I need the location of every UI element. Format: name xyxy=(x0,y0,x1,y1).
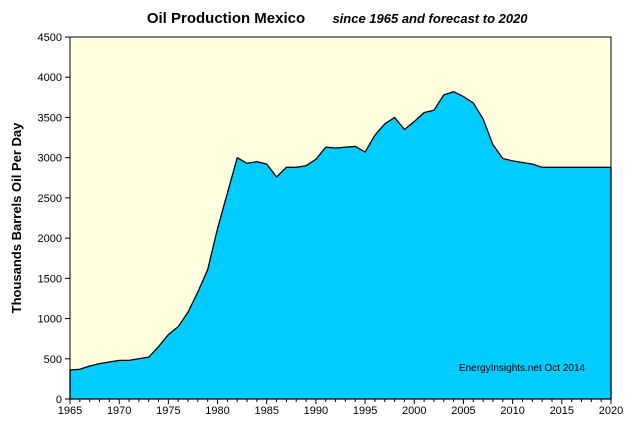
x-tick-label: 2005 xyxy=(451,405,475,417)
x-tick-label: 1965 xyxy=(58,405,82,417)
x-tick-label: 2015 xyxy=(550,405,574,417)
x-tick-label: 1970 xyxy=(107,405,131,417)
plot-frame xyxy=(69,36,612,400)
chart-title: Oil Production Mexico xyxy=(147,10,305,27)
y-tick-label: 3000 xyxy=(38,153,62,165)
y-tick-label: 3500 xyxy=(38,112,62,124)
y-tick-label: 1500 xyxy=(38,273,62,285)
x-tick-label: 2020 xyxy=(599,405,623,417)
x-tick-label: 2010 xyxy=(500,405,524,417)
x-tick-label: 2000 xyxy=(402,405,426,417)
x-tick-label: 1975 xyxy=(156,405,180,417)
source-annotation: EnergyInsights.net Oct 2014 xyxy=(459,363,586,374)
y-tick-label: 500 xyxy=(44,354,62,366)
x-tick-label: 1980 xyxy=(205,405,229,417)
x-tick-label: 1990 xyxy=(304,405,328,417)
y-tick-label: 0 xyxy=(56,394,62,406)
y-tick-label: 1000 xyxy=(38,314,62,326)
y-tick-label: 4500 xyxy=(38,32,62,44)
y-tick-label: 4000 xyxy=(38,72,62,84)
x-axis-ticks: 1965 1970 1975 1980 1985 1990 1995 2000 2005 2010… xyxy=(58,399,623,417)
y-axis-label: Thousands Barrels Oil Per Day xyxy=(9,122,24,314)
y-tick-label: 2500 xyxy=(38,193,62,205)
y-tick-label: 2000 xyxy=(38,233,62,245)
production-area xyxy=(69,90,612,400)
x-tick-label: 1985 xyxy=(254,405,278,417)
chart-subtitle: since 1965 and forecast to 2020 xyxy=(332,11,528,26)
x-tick-label: 1995 xyxy=(353,405,377,417)
y-axis-ticks: 0 500 1000 1500 2000 2500 3000 3500 4000 4500 xyxy=(38,32,70,406)
